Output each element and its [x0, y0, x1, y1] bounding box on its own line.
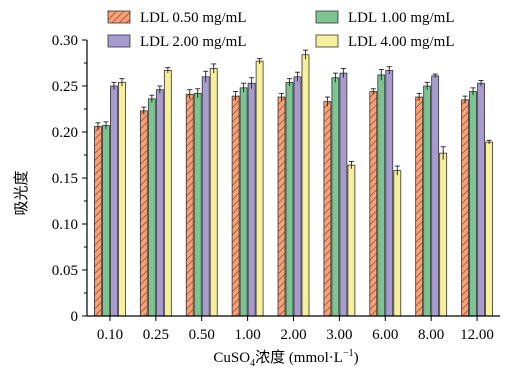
bar	[477, 82, 485, 317]
bar	[201, 76, 210, 317]
bar	[193, 92, 202, 317]
bar	[185, 93, 194, 317]
bar	[209, 68, 218, 317]
legend: LDL 0.50 mg/mL LDL 1.00 mg/mL LDL 2.00 mg/…	[107, 10, 455, 50]
bar	[285, 81, 294, 317]
bar	[469, 91, 477, 317]
y-axis-title: 吸光度	[13, 170, 30, 215]
legend-label: LDL 0.50 mg/mL	[140, 10, 247, 26]
bar	[485, 141, 493, 317]
bar	[155, 89, 164, 317]
bar	[415, 96, 424, 317]
bar	[139, 110, 148, 317]
x-axis-title-subscript: 4	[250, 358, 255, 369]
y-tick-label: 0.30	[52, 33, 78, 49]
x-tick-label: 3.00	[326, 327, 352, 343]
y-tick-label: 0.05	[52, 263, 78, 279]
x-axis-title-main: CuSO	[213, 350, 250, 366]
bar	[102, 125, 110, 317]
bar	[339, 72, 348, 317]
x-axis-title-superscript: −1	[343, 348, 354, 359]
x-axis-title: CuSO4浓度 (mmol·L−1)	[213, 348, 358, 369]
y-tick-label: 0.10	[52, 217, 78, 233]
x-tick-label: 2.00	[280, 327, 306, 343]
bar	[277, 96, 286, 317]
bar	[163, 69, 172, 317]
x-tick-label: 6.00	[372, 327, 398, 343]
legend-swatch	[315, 10, 339, 24]
legend-label: LDL 1.00 mg/mL	[348, 10, 455, 26]
legend-label: LDL 2.00 mg/mL	[140, 34, 247, 50]
x-tick-label: 0.25	[143, 327, 169, 343]
bar	[94, 126, 102, 317]
x-axis-title-close: )	[354, 350, 359, 366]
y-tick-label: 0	[71, 309, 79, 325]
bar	[369, 91, 378, 317]
bar	[110, 85, 118, 317]
x-tick-label: 8.00	[418, 327, 444, 343]
x-tick-label: 1.00	[234, 327, 260, 343]
x-tick-label: 12.00	[460, 327, 494, 343]
legend-swatch	[107, 34, 131, 48]
bar	[439, 152, 448, 317]
bar	[393, 170, 402, 317]
bar	[385, 69, 394, 317]
bar	[147, 98, 156, 317]
y-tick-label: 0.25	[52, 79, 78, 95]
bar	[323, 101, 332, 317]
plot-area	[94, 49, 493, 317]
bar	[255, 60, 264, 317]
bar	[247, 82, 256, 317]
bar	[431, 75, 440, 317]
x-tick-label: 0.10	[97, 327, 123, 343]
x-axis-title-tail: 浓度 (mmol·L	[255, 349, 343, 366]
bar	[461, 99, 469, 317]
bar	[293, 76, 302, 317]
y-tick-label: 0.20	[52, 125, 78, 141]
bar	[347, 164, 356, 317]
y-tick-label: 0.15	[52, 171, 78, 187]
legend-swatch	[315, 34, 339, 48]
y-axis: 0 0.05 0.10 0.15 0.20 0.25 0.30	[52, 33, 88, 325]
x-axis: 0.10 0.25 0.50 1.00 2.00 3.00 6.00 8.00 12.00	[87, 315, 500, 343]
legend-swatch	[107, 10, 131, 24]
bar	[239, 87, 248, 317]
bar	[423, 85, 432, 317]
bar	[377, 74, 386, 317]
legend-label: LDL 4.00 mg/mL	[348, 34, 455, 50]
bar	[118, 81, 126, 317]
bar	[301, 54, 310, 317]
bar	[331, 77, 340, 317]
bar	[231, 95, 240, 317]
x-tick-label: 0.50	[189, 327, 215, 343]
